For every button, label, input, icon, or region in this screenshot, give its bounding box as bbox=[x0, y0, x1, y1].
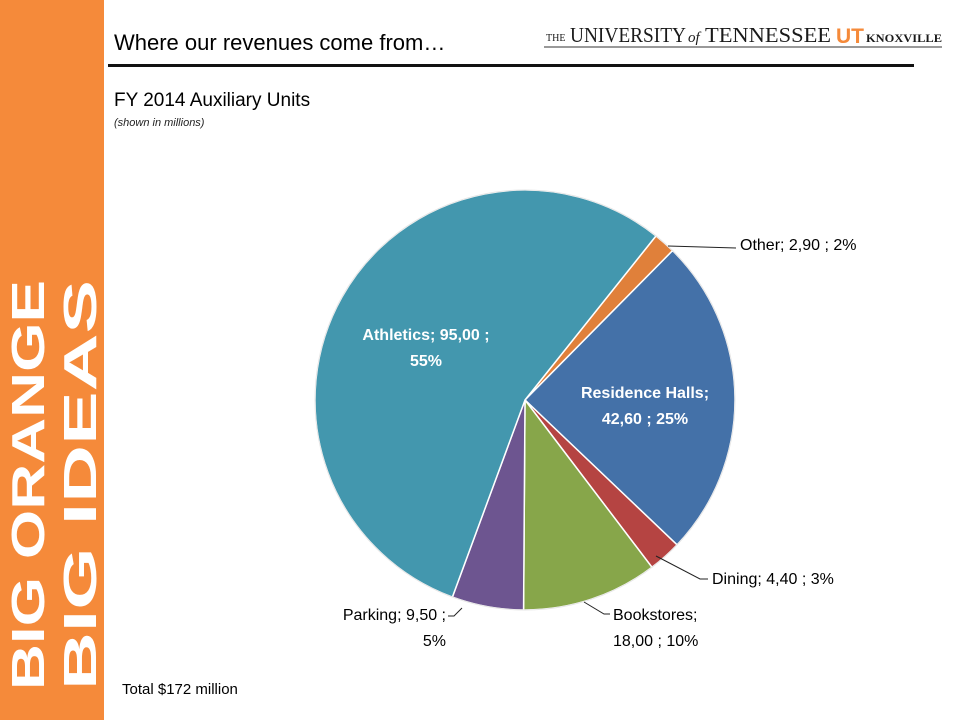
logo-ut-mark: UT bbox=[836, 25, 864, 48]
data-label-bookstores: 18,00 ; 10% bbox=[613, 633, 698, 650]
leader-line-parking bbox=[448, 607, 463, 617]
data-label-bookstores: Bookstores; bbox=[613, 607, 697, 624]
logo-of: of bbox=[688, 30, 702, 46]
big-orange-big-ideas-wordmark: BIG ORANGE BIG IDEAS bbox=[2, 280, 104, 690]
page-title: Where our revenues come from… bbox=[114, 30, 446, 55]
data-label-parking: Parking; 9,50 ; bbox=[343, 607, 446, 624]
logo-the: THE bbox=[546, 33, 565, 44]
data-label-athletics: 55% bbox=[410, 353, 442, 370]
logo-tennessee: TENNESSEE bbox=[705, 23, 831, 47]
pie-rim bbox=[314, 189, 736, 611]
university-logo: THE UNIVERSITY of TENNESSEE UT KNOXVILLE bbox=[544, 18, 944, 52]
sidebar-line1: BIG ORANGE bbox=[2, 280, 54, 690]
data-label-dining: Dining; 4,40 ; 3% bbox=[712, 571, 834, 588]
brand-sidebar: BIG ORANGE BIG IDEAS bbox=[0, 0, 104, 720]
logo-university: UNIVERSITY bbox=[570, 23, 686, 47]
chart-title: FY 2014 Auxiliary Units bbox=[114, 90, 311, 111]
sidebar-line2: BIG IDEAS bbox=[54, 280, 104, 690]
units-note: (shown in millions) bbox=[114, 117, 205, 129]
data-label-athletics: Athletics; 95,00 ; bbox=[362, 327, 489, 344]
leader-line-bookstores bbox=[583, 601, 610, 615]
title-divider bbox=[108, 64, 914, 67]
data-label-other: Other; 2,90 ; 2% bbox=[740, 237, 857, 254]
data-label-parking: 5% bbox=[423, 633, 446, 650]
data-label-residence-halls: Residence Halls; bbox=[581, 385, 709, 402]
leader-line-other bbox=[667, 245, 737, 249]
leader-line-dining bbox=[655, 555, 708, 580]
total-revenue: Total $172 million bbox=[122, 681, 238, 698]
logo-knoxville: KNOXVILLE bbox=[866, 31, 942, 45]
data-label-residence-halls: 42,60 ; 25% bbox=[602, 411, 688, 428]
